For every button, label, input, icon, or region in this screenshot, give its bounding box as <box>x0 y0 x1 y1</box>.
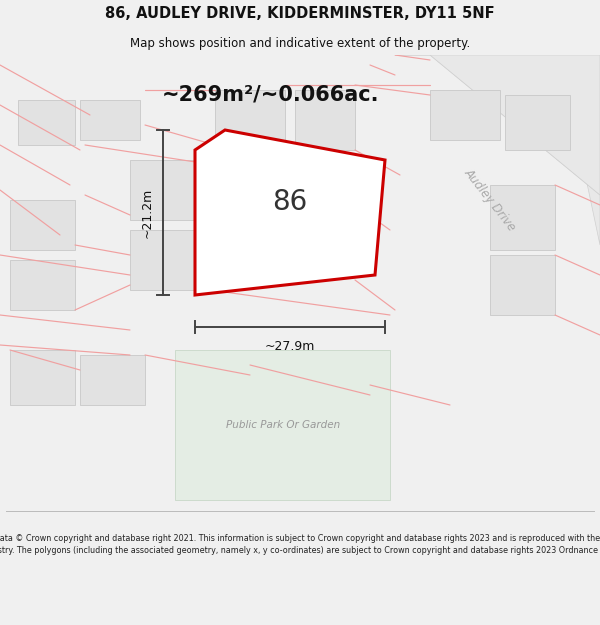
Text: Public Park Or Garden: Public Park Or Garden <box>226 420 340 430</box>
Text: ~21.2m: ~21.2m <box>140 188 154 238</box>
Text: 86: 86 <box>272 188 308 216</box>
Text: ~27.9m: ~27.9m <box>265 341 315 354</box>
Polygon shape <box>18 100 75 145</box>
Polygon shape <box>130 160 210 220</box>
Text: 86, AUDLEY DRIVE, KIDDERMINSTER, DY11 5NF: 86, AUDLEY DRIVE, KIDDERMINSTER, DY11 5N… <box>105 6 495 21</box>
Polygon shape <box>215 90 285 150</box>
Text: ~269m²/~0.066ac.: ~269m²/~0.066ac. <box>161 85 379 105</box>
Polygon shape <box>505 95 570 150</box>
Polygon shape <box>80 100 140 140</box>
Polygon shape <box>430 90 500 140</box>
Polygon shape <box>395 55 600 245</box>
Polygon shape <box>10 260 75 310</box>
Polygon shape <box>80 355 145 405</box>
Text: Map shows position and indicative extent of the property.: Map shows position and indicative extent… <box>130 38 470 51</box>
Polygon shape <box>130 230 205 290</box>
Text: Contains OS data © Crown copyright and database right 2021. This information is : Contains OS data © Crown copyright and d… <box>0 534 600 568</box>
Polygon shape <box>430 55 600 195</box>
Polygon shape <box>195 130 385 295</box>
Polygon shape <box>490 185 555 250</box>
Polygon shape <box>10 350 75 405</box>
Polygon shape <box>175 350 390 500</box>
Polygon shape <box>10 200 75 250</box>
Text: Audley Drive: Audley Drive <box>461 166 518 234</box>
Polygon shape <box>490 255 555 315</box>
Polygon shape <box>295 90 355 150</box>
